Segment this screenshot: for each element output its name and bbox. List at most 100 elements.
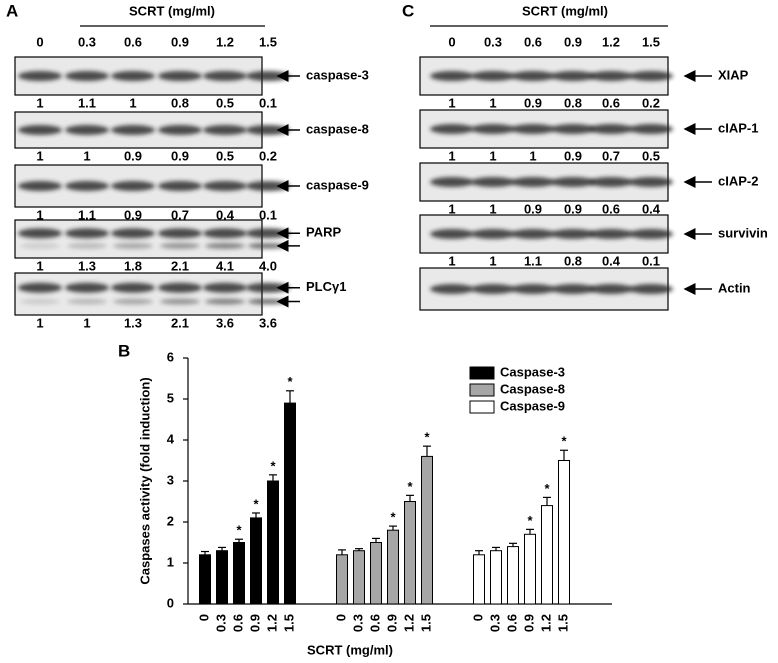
- legend-swatch: [469, 400, 495, 414]
- significance: *: [270, 458, 276, 473]
- band: [158, 125, 202, 135]
- significance: *: [561, 434, 567, 449]
- band: [18, 228, 62, 239]
- quant-value: 0.9: [524, 201, 542, 216]
- band: [65, 125, 109, 135]
- band: [629, 177, 673, 187]
- bar: [541, 505, 553, 605]
- protein-label: cIAP-1: [718, 120, 758, 135]
- bar: [524, 533, 536, 605]
- lane-label: 0.9: [171, 34, 189, 49]
- quant-value: 0.9: [564, 148, 582, 163]
- quant-value: 0.1: [259, 207, 277, 222]
- band: [20, 298, 60, 305]
- panel-label: A: [6, 1, 18, 20]
- band: [589, 124, 633, 134]
- band: [551, 71, 595, 81]
- quant-value: 1: [129, 95, 136, 110]
- legend-label: Caspase-8: [500, 381, 565, 396]
- band: [589, 284, 633, 294]
- x-tick-label: 0: [196, 614, 211, 621]
- band: [111, 71, 155, 81]
- band: [65, 181, 109, 191]
- lane-label: 0.3: [78, 34, 96, 49]
- bar: [267, 480, 279, 605]
- band: [511, 284, 555, 294]
- x-tick-label: 0.3: [487, 614, 502, 632]
- band: [20, 242, 60, 249]
- quant-value: 0.2: [259, 148, 277, 163]
- bar: [250, 517, 262, 605]
- y-tick-label: 1: [167, 554, 174, 569]
- band: [430, 284, 474, 294]
- bar: [199, 554, 211, 605]
- significance: *: [544, 481, 550, 496]
- protein-label: PARP: [306, 225, 341, 240]
- quant-value: 0.7: [171, 207, 189, 222]
- quant-value: 1: [83, 315, 90, 330]
- band: [471, 71, 515, 81]
- quant-value: 0.6: [602, 95, 620, 110]
- quant-value: 1: [36, 148, 43, 163]
- lane-label: 0.9: [564, 34, 582, 49]
- y-tick-label: 0: [167, 595, 174, 610]
- quant-value: 0.1: [259, 95, 277, 110]
- significance: *: [287, 374, 293, 389]
- protein-label: caspase-9: [306, 177, 369, 192]
- band: [551, 229, 595, 239]
- quant-value: 1: [36, 258, 43, 273]
- band: [551, 124, 595, 134]
- band: [205, 298, 245, 305]
- bar: [284, 402, 296, 605]
- band: [158, 181, 202, 191]
- protein-label: XIAP: [718, 67, 749, 82]
- band: [430, 71, 474, 81]
- quant-value: 0.9: [124, 207, 142, 222]
- x-tick-label: 0.6: [367, 614, 382, 632]
- x-tick-label: 1.5: [418, 614, 433, 632]
- panel-header: SCRT (mg/ml): [129, 3, 215, 18]
- band: [430, 124, 474, 134]
- x-tick-label: 0.9: [521, 614, 536, 632]
- band: [629, 71, 673, 81]
- band: [629, 124, 673, 134]
- quant-value: 0.6: [602, 201, 620, 216]
- quant-value: 0.8: [171, 95, 189, 110]
- protein-label: PLCγ1: [306, 279, 346, 294]
- band: [113, 242, 153, 249]
- band: [629, 284, 673, 294]
- quant-value: 3.6: [216, 315, 234, 330]
- band: [430, 229, 474, 239]
- quant-value: 0.7: [602, 148, 620, 163]
- quant-value: 1: [489, 201, 496, 216]
- band: [111, 125, 155, 135]
- significance: *: [424, 430, 430, 445]
- panel-label: B: [118, 341, 130, 360]
- legend-label: Caspase-3: [500, 364, 565, 379]
- quant-value: 4.1: [216, 258, 234, 273]
- band: [18, 125, 62, 135]
- bar: [336, 554, 348, 605]
- quant-value: 0.8: [564, 253, 582, 268]
- bar: [353, 550, 365, 605]
- band: [113, 298, 153, 305]
- y-tick-label: 4: [167, 431, 175, 446]
- x-tick-label: 0.6: [504, 614, 519, 632]
- band: [158, 282, 202, 293]
- bar: [490, 550, 502, 605]
- band: [471, 177, 515, 187]
- protein-label: survivin: [718, 225, 768, 240]
- y-axis-title: Caspases activity (fold induction): [137, 377, 152, 584]
- band: [511, 124, 555, 134]
- quant-value: 0.4: [602, 253, 621, 268]
- protein-label: caspase-3: [306, 67, 369, 82]
- x-tick-label: 1.5: [555, 614, 570, 632]
- y-tick-label: 3: [167, 472, 174, 487]
- band: [111, 181, 155, 191]
- band: [203, 282, 247, 293]
- bar: [216, 550, 228, 605]
- quant-value: 1: [489, 148, 496, 163]
- x-tick-label: 1.2: [264, 614, 279, 632]
- x-tick-label: 0: [333, 614, 348, 621]
- x-tick-label: 1.2: [538, 614, 553, 632]
